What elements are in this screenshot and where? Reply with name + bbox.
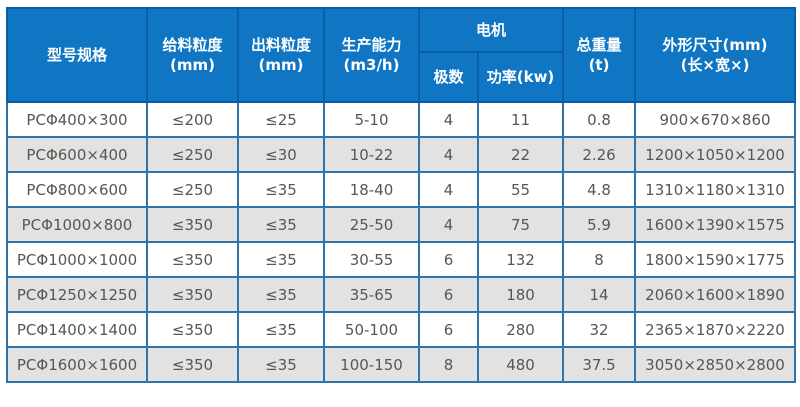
cell-model: PCΦ1400×1400	[6, 311, 148, 348]
header-motor-power: 功率(kw)	[476, 51, 565, 103]
cell-motor-poles: 4	[418, 101, 479, 138]
table-row: PCΦ400×300 ≤200 ≤25 5-10 4 11 0.8 900×670×860	[6, 101, 797, 138]
cell-output-size: ≤35	[237, 276, 325, 313]
cell-total-weight: 0.8	[562, 101, 637, 138]
cell-motor-poles: 6	[418, 241, 479, 278]
cell-feed-size: ≤250	[146, 171, 239, 208]
table-row: PCΦ1000×1000 ≤350 ≤35 30-55 6 132 8 1800×1590×1…	[6, 241, 797, 278]
cell-model: PCΦ600×400	[6, 136, 148, 173]
cell-capacity: 18-40	[323, 171, 420, 208]
cell-capacity: 100-150	[323, 346, 420, 383]
cell-dimensions: 1310×1180×1310	[634, 171, 797, 208]
header-total-weight: 总重量 (t)	[562, 7, 637, 103]
cell-motor-poles: 4	[418, 136, 479, 173]
cell-motor-power: 180	[476, 276, 565, 313]
table-row: PCΦ600×400 ≤250 ≤30 10-22 4 22 2.26 1200×1050×1…	[6, 136, 797, 173]
header-feed-size: 给料粒度 (mm)	[146, 7, 239, 103]
cell-motor-power: 480	[476, 346, 565, 383]
cell-dimensions: 2060×1600×1890	[634, 276, 797, 313]
cell-feed-size: ≤350	[146, 276, 239, 313]
table-row: PCΦ800×600 ≤250 ≤35 18-40 4 55 4.8 1310×1180×13…	[6, 171, 797, 208]
cell-total-weight: 8	[562, 241, 637, 278]
cell-motor-poles: 6	[418, 311, 479, 348]
cell-motor-power: 280	[476, 311, 565, 348]
cell-capacity: 10-22	[323, 136, 420, 173]
cell-feed-size: ≤250	[146, 136, 239, 173]
cell-dimensions: 2365×1870×2220	[634, 311, 797, 348]
cell-output-size: ≤35	[237, 311, 325, 348]
cell-capacity: 30-55	[323, 241, 420, 278]
cell-feed-size: ≤200	[146, 101, 239, 138]
cell-capacity: 5-10	[323, 101, 420, 138]
table-row: PCΦ1400×1400 ≤350 ≤35 50-100 6 280 32 2365×1870…	[6, 311, 797, 348]
header-dimensions: 外形尺寸(mm) (长×宽×)	[634, 7, 797, 103]
cell-output-size: ≤35	[237, 171, 325, 208]
cell-output-size: ≤35	[237, 241, 325, 278]
cell-motor-power: 11	[476, 101, 565, 138]
cell-feed-size: ≤350	[146, 206, 239, 243]
cell-total-weight: 4.8	[562, 171, 637, 208]
cell-motor-poles: 4	[418, 206, 479, 243]
crusher-spec-table: 型号规格 给料粒度 (mm) 出料粒度 (mm) 生产能力 (m3/h) 电机 …	[6, 7, 797, 383]
table-body: PCΦ400×300 ≤200 ≤25 5-10 4 11 0.8 900×670×860 PC…	[6, 101, 797, 383]
cell-output-size: ≤35	[237, 206, 325, 243]
cell-model: PCΦ1250×1250	[6, 276, 148, 313]
table-row: PCΦ1000×800 ≤350 ≤35 25-50 4 75 5.9 1600×1390×1…	[6, 206, 797, 243]
cell-model: PCΦ1600×1600	[6, 346, 148, 383]
header-model: 型号规格	[6, 7, 148, 103]
cell-model: PCΦ1000×1000	[6, 241, 148, 278]
cell-dimensions: 900×670×860	[634, 101, 797, 138]
table-row: PCΦ1600×1600 ≤350 ≤35 100-150 8 480 37.5 3050×2…	[6, 346, 797, 383]
cell-capacity: 25-50	[323, 206, 420, 243]
cell-total-weight: 5.9	[562, 206, 637, 243]
cell-feed-size: ≤350	[146, 241, 239, 278]
cell-total-weight: 14	[562, 276, 637, 313]
cell-motor-power: 75	[476, 206, 565, 243]
cell-capacity: 35-65	[323, 276, 420, 313]
header-motor: 电机	[417, 7, 565, 53]
header-motor-poles: 极数	[418, 51, 479, 103]
cell-motor-power: 132	[476, 241, 565, 278]
cell-dimensions: 1200×1050×1200	[634, 136, 797, 173]
cell-motor-power: 55	[476, 171, 565, 208]
cell-output-size: ≤30	[237, 136, 325, 173]
cell-motor-poles: 6	[418, 276, 479, 313]
cell-total-weight: 32	[562, 311, 637, 348]
header-capacity: 生产能力 (m3/h)	[323, 7, 420, 103]
cell-dimensions: 3050×2850×2800	[634, 346, 797, 383]
cell-dimensions: 1600×1390×1575	[634, 206, 797, 243]
cell-output-size: ≤25	[237, 101, 325, 138]
cell-model: PCΦ800×600	[6, 171, 148, 208]
cell-dimensions: 1800×1590×1775	[634, 241, 797, 278]
cell-capacity: 50-100	[323, 311, 420, 348]
cell-model: PCΦ1000×800	[6, 206, 148, 243]
cell-output-size: ≤35	[237, 346, 325, 383]
cell-model: PCΦ400×300	[6, 101, 148, 138]
table-row: PCΦ1250×1250 ≤350 ≤35 35-65 6 180 14 2060×1600×…	[6, 276, 797, 313]
cell-total-weight: 37.5	[562, 346, 637, 383]
cell-total-weight: 2.26	[562, 136, 637, 173]
cell-motor-poles: 4	[418, 171, 479, 208]
cell-motor-power: 22	[476, 136, 565, 173]
cell-motor-poles: 8	[418, 346, 479, 383]
cell-feed-size: ≤350	[146, 311, 239, 348]
cell-feed-size: ≤350	[146, 346, 239, 383]
header-output-size: 出料粒度 (mm)	[237, 7, 325, 103]
table-header: 型号规格 给料粒度 (mm) 出料粒度 (mm) 生产能力 (m3/h) 电机 …	[6, 7, 797, 103]
